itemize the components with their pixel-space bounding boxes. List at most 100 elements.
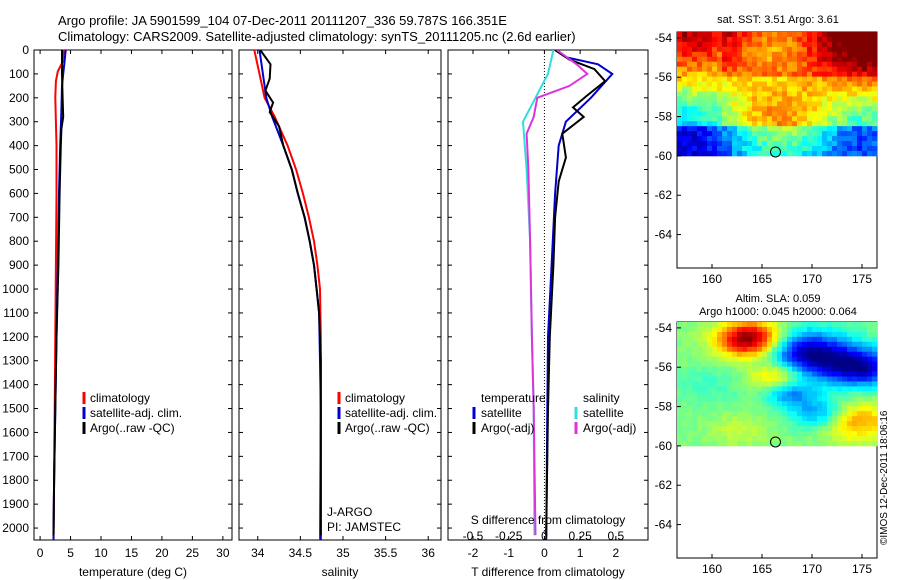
heatmap-cell [707,426,713,432]
heatmap-cell [722,421,728,427]
heatmap-cell [702,406,708,412]
heatmap-cell [762,106,768,112]
heatmap-cell [852,86,858,92]
heatmap-cell [792,361,798,368]
heatmap-cell [857,56,863,63]
heatmap-cell [802,426,808,432]
heatmap-cell [872,86,878,92]
heatmap-cell [857,381,863,387]
x-tick-label: 25 [186,546,200,560]
heatmap-cell [762,431,768,437]
heatmap-cell [837,356,843,363]
heatmap-cell [827,435,833,442]
heatmap-cell [712,32,718,38]
heatmap-cell [797,435,803,442]
heatmap-cell [867,96,873,102]
heatmap-cell [822,351,828,358]
heatmap-cell [787,76,793,82]
heatmap-cell [757,81,763,87]
heatmap-cell [812,66,818,73]
heatmap-cell [742,440,748,447]
heatmap-cell [777,396,783,402]
heatmap-cell [762,322,768,328]
heatmap-cell [782,391,788,397]
heatmap-cell [767,421,773,427]
heatmap-cell [817,106,823,112]
heatmap-cell [797,106,803,112]
heatmap-cell [872,356,878,363]
lat-tick-label: -62 [655,188,673,202]
argo-position-marker [770,436,781,448]
heatmap-cell [757,86,763,92]
heatmap-cell [767,346,773,353]
heatmap-cell [847,346,853,353]
heatmap-cell [847,145,853,152]
heatmap-cell [732,346,738,353]
heatmap-cell [867,440,873,447]
heatmap-cell [817,411,823,417]
heatmap-cell [847,386,853,392]
heatmap-cell [832,351,838,358]
heatmap-cell [742,61,748,68]
heatmap-cell [857,71,863,78]
heatmap-cell [797,356,803,363]
heatmap-cell [842,86,848,92]
heatmap-cell [717,381,723,387]
heatmap-cell [737,386,743,392]
heatmap-cell [767,361,773,368]
heatmap-cell [867,76,873,82]
heatmap-cell [842,356,848,363]
heatmap-cell [837,371,843,377]
heatmap-cell [677,32,683,38]
heatmap-cell [797,322,803,328]
heatmap-cell [757,71,763,78]
heatmap-cell [807,386,813,392]
heatmap-cell [767,86,773,92]
heatmap-cell [737,401,743,407]
heatmap-cell [792,36,798,43]
heatmap-cell [782,61,788,68]
heatmap-cell [757,101,763,107]
heatmap-cell [692,126,698,132]
heatmap-cell [787,406,793,412]
heatmap-cell [727,141,733,147]
heatmap-cell [722,136,728,142]
heatmap-cell [712,145,718,152]
heatmap-cell [722,426,728,432]
heatmap-cell [772,71,778,78]
heatmap-cell [697,331,703,338]
heatmap-cell [867,111,873,117]
heatmap-cell [867,121,873,127]
heatmap-cell [777,431,783,437]
heatmap-cell [822,411,828,417]
heatmap-cell [762,111,768,117]
heatmap-cell [702,322,708,328]
heatmap-cell [792,371,798,377]
heatmap-cell [812,336,818,343]
heatmap-cell [702,416,708,422]
heatmap-cell [827,386,833,392]
heatmap-cell [832,56,838,63]
heatmap-cell [747,435,753,442]
heatmap-cell [722,116,728,122]
x-tick-label: 20 [155,546,169,560]
y-tick-label: 2000 [2,521,29,535]
heatmap-cell [687,346,693,353]
heatmap-cell [692,61,698,68]
heatmap-cell [742,421,748,427]
heatmap-cell [832,121,838,127]
heatmap-cell [707,401,713,407]
heatmap-cell [717,131,723,137]
heatmap-cell [742,435,748,442]
heatmap-cell [852,381,858,387]
heatmap-cell [697,126,703,132]
heatmap-cell [797,36,803,43]
heatmap-cell [827,145,833,152]
heatmap-cell [737,421,743,427]
heatmap-cell [677,86,683,92]
heatmap-cell [677,326,683,333]
x-tick-label: 35 [336,546,350,560]
heatmap-cell [817,145,823,152]
heatmap-cell [812,401,818,407]
heatmap-cell [707,76,713,82]
